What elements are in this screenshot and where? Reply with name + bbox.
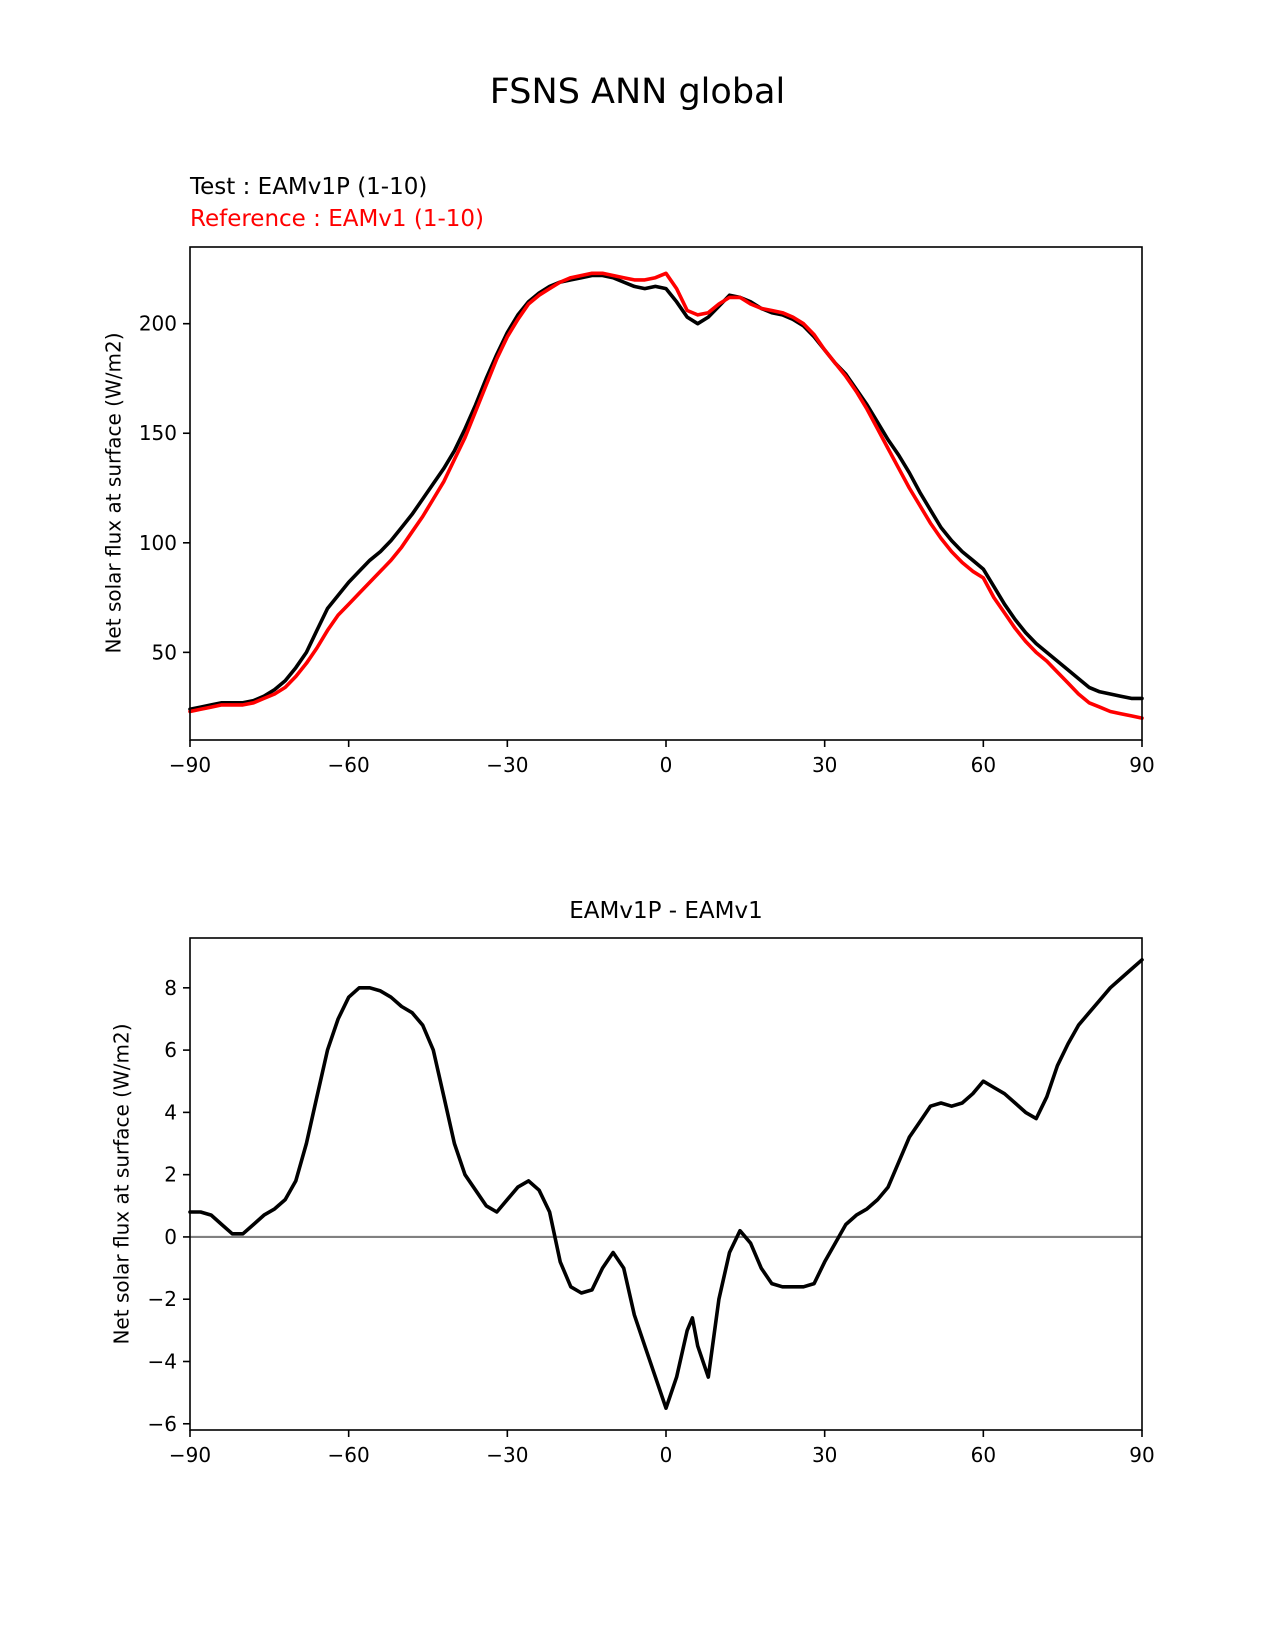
plot-bottom: −90 −60 −30 0 30 60 90 −6 −4 −2 0 2 4 6 8 <box>148 937 1155 1467</box>
bottom-ylabel: Net solar flux at surface (W/m2) <box>109 1023 134 1345</box>
plot-top: −90 −60 −30 0 30 60 90 50 100 150 200 <box>139 246 1155 777</box>
bottom-series-test-line <box>188 958 1144 1410</box>
top-ytick-label: 200 <box>139 312 177 336</box>
top-xtick-label: 0 <box>660 753 673 777</box>
bottom-ytick-label: −6 <box>148 1412 177 1436</box>
test-label: Test : EAMv1P (1-10) <box>190 174 428 200</box>
top-xtick-label: 30 <box>812 753 837 777</box>
plot-bottom-frame <box>189 937 1143 1431</box>
top-xtick-label: 60 <box>971 753 996 777</box>
top-series-test-line <box>188 273 1144 712</box>
bottom-ytick-label: −2 <box>148 1287 177 1311</box>
top-xtick-label: −30 <box>486 753 528 777</box>
bottom-ytick-label: 4 <box>164 1100 177 1124</box>
bottom-xtick-label: 0 <box>660 1443 673 1467</box>
top-xtick-label: −60 <box>328 753 370 777</box>
bottom-ytick-label: 6 <box>164 1038 177 1062</box>
top-xtick-label: −90 <box>169 753 211 777</box>
bottom-xtick-label: −30 <box>486 1443 528 1467</box>
top-ytick-label: 150 <box>139 421 177 445</box>
bottom-xtick-label: −60 <box>328 1443 370 1467</box>
bottom-xtick-label: 90 <box>1129 1443 1154 1467</box>
top-series-reference-line <box>188 271 1144 720</box>
plot-top-frame <box>189 246 1143 741</box>
bottom-ytick-label: 0 <box>164 1225 177 1249</box>
top-xtick-label: 90 <box>1129 753 1154 777</box>
bottom-xtick-label: −90 <box>169 1443 211 1467</box>
top-ytick-label: 100 <box>139 531 177 555</box>
bottom-xtick-label: 60 <box>971 1443 996 1467</box>
top-ylabel: Net solar flux at surface (W/m2) <box>101 332 126 654</box>
bottom-ytick-label: −4 <box>148 1349 177 1373</box>
reference-label: Reference : EAMv1 (1-10) <box>190 206 485 232</box>
diff-plot-title: EAMv1P - EAMv1 <box>569 898 763 924</box>
bottom-xtick-label: 30 <box>812 1443 837 1467</box>
bottom-ytick-label: 8 <box>164 976 177 1000</box>
bottom-ytick-label: 2 <box>164 1163 177 1187</box>
top-ytick-label: 50 <box>152 640 177 664</box>
figure-title: FSNS ANN global <box>489 72 786 112</box>
